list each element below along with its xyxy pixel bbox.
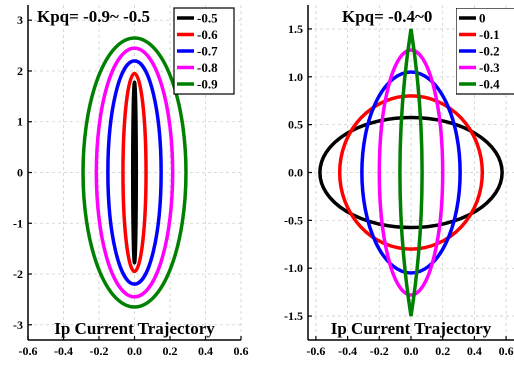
series-curve-0 bbox=[130, 80, 139, 265]
chart-title: Kpq= -0.9~ -0.5 bbox=[37, 7, 150, 26]
y-tick-label: 1.0 bbox=[288, 70, 303, 84]
y-tick-label: 0 bbox=[17, 166, 23, 180]
y-tick-label: -1.5 bbox=[284, 309, 303, 323]
x-tick-label: -0.4 bbox=[54, 344, 73, 358]
x-tick-label: 0.6 bbox=[499, 344, 514, 358]
annotation-label: Ip Current Trajectory bbox=[331, 319, 492, 338]
y-tick-label: -0.5 bbox=[284, 213, 303, 227]
x-tick-label: 0.0 bbox=[127, 344, 142, 358]
y-tick-label: 3 bbox=[17, 13, 23, 27]
right-panel: -0.6 -0.4 -0.2 0.0 0.2 0.4 0.6 1.5 1.0 0.5 0.0 -0.5… bbox=[284, 5, 514, 358]
series-curve-2 bbox=[106, 59, 163, 286]
series-curve-0 bbox=[318, 115, 504, 230]
series-curve-2 bbox=[360, 70, 462, 275]
y-tick-label: 1.5 bbox=[288, 22, 303, 36]
legend-label-0: 0 bbox=[479, 11, 486, 26]
chart-title: Kpq= -0.4~0 bbox=[342, 7, 432, 26]
x-tick-label: 0.4 bbox=[467, 344, 482, 358]
y-tick-label: 2 bbox=[17, 64, 23, 78]
legend-label-4: -0.9 bbox=[197, 77, 218, 92]
x-tick-label: -0.2 bbox=[90, 344, 109, 358]
legend-label-4: -0.4 bbox=[479, 77, 500, 92]
legend-label-1: -0.1 bbox=[479, 27, 500, 42]
legend-label-2: -0.7 bbox=[197, 44, 218, 59]
y-tick-label: 1 bbox=[17, 115, 23, 129]
legend-label-2: -0.2 bbox=[479, 44, 500, 59]
annotation-label: Ip Current Trajectory bbox=[54, 319, 215, 338]
y-tick-label: -1 bbox=[13, 216, 23, 230]
x-tick-label: 0.2 bbox=[163, 344, 178, 358]
y-tick-label: -2 bbox=[13, 267, 23, 281]
series-group bbox=[81, 36, 188, 309]
x-tick-label: 0.0 bbox=[404, 344, 419, 358]
series-curve-3 bbox=[377, 48, 445, 297]
series-curve-1 bbox=[121, 71, 148, 274]
legend-label-1: -0.6 bbox=[197, 27, 218, 42]
y-tick-label: 0.0 bbox=[288, 166, 303, 180]
x-tick-label: -0.6 bbox=[19, 344, 38, 358]
series-curve-4 bbox=[398, 28, 424, 317]
x-tick-label: 0.4 bbox=[198, 344, 213, 358]
y-tick-label: -3 bbox=[13, 318, 23, 332]
x-tick-label: -0.6 bbox=[306, 344, 325, 358]
legend: -0.5-0.6 -0.7-0.8 -0.9 bbox=[173, 7, 235, 95]
series-curve-1 bbox=[337, 94, 485, 251]
x-tick-label: -0.4 bbox=[338, 344, 357, 358]
series-group bbox=[318, 28, 504, 317]
x-tick-label: 0.6 bbox=[234, 344, 249, 358]
x-tick-label: 0.2 bbox=[435, 344, 450, 358]
y-tick-label: -1.0 bbox=[284, 261, 303, 275]
legend-label-0: -0.5 bbox=[197, 11, 218, 26]
series-curve-3 bbox=[94, 46, 175, 299]
x-tick-label: -0.2 bbox=[370, 344, 389, 358]
left-panel: -0.6 -0.4 -0.2 0.0 0.2 0.4 0.6 3 2 1 0 -1 -2 -3 Kpq= -… bbox=[13, 5, 249, 358]
series-curve-4 bbox=[81, 36, 188, 309]
legend: 0-0.1 -0.2-0.3 -0.4 bbox=[456, 8, 514, 95]
legend-label-3: -0.3 bbox=[479, 60, 500, 75]
y-tick-label: 0.5 bbox=[288, 118, 303, 132]
legend-label-3: -0.8 bbox=[197, 60, 218, 75]
